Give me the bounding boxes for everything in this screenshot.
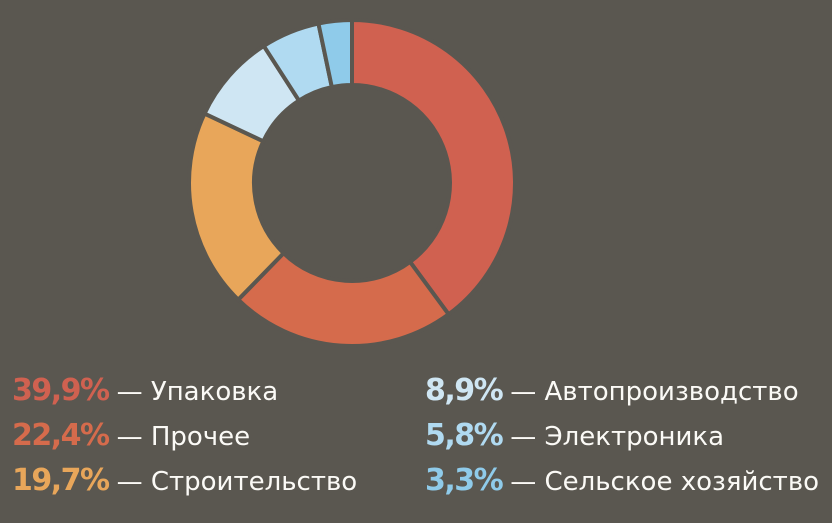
legend-item-1: 22,4% — Прочее [12, 418, 250, 453]
legend-item-2: 19,7% — Строительство [12, 463, 357, 498]
legend-separator: — [116, 467, 143, 497]
legend-value: 19,7% [12, 463, 110, 498]
legend-label: Упаковка [150, 377, 279, 407]
legend-separator: — [510, 377, 537, 407]
legend-label: Прочее [150, 422, 251, 452]
legend-value: 5,8% [425, 418, 504, 453]
legend-item-5: 3,3% — Сельское хозяйство [425, 463, 819, 498]
legend-label: Электроника [544, 422, 725, 452]
legend-item-0: 39,9% — Упаковка [12, 373, 278, 408]
legend-item-3: 8,9% — Автопроизводство [425, 373, 799, 408]
donut-slice-1 [235, 250, 452, 348]
donut-chart [189, 17, 517, 348]
donut-slice-0 [350, 17, 517, 318]
legend-separator: — [116, 422, 143, 452]
legend-value: 39,9% [12, 373, 110, 408]
legend-separator: — [116, 377, 143, 407]
legend-label: Сельское хозяйство [544, 467, 820, 497]
legend-separator: — [510, 467, 537, 497]
legend-label: Автопроизводство [544, 377, 799, 407]
legend-value: 22,4% [12, 418, 110, 453]
legend-value: 8,9% [425, 373, 504, 408]
donut-slice-5 [316, 17, 354, 90]
legend-separator: — [510, 422, 537, 452]
legend-value: 3,3% [425, 463, 504, 498]
legend-label: Строительство [150, 467, 358, 497]
legend-item-4: 5,8% — Электроника [425, 418, 724, 453]
